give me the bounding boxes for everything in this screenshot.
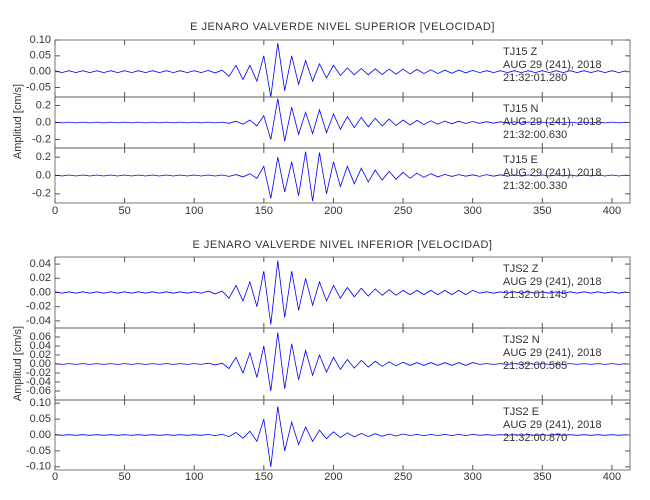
station-label: TJ15 E [503, 154, 538, 166]
time-label: 21:32:01.280 [503, 72, 567, 84]
date-label: AUG 29 (241), 2018 [503, 347, 601, 359]
y-tick-label: -0.06 [26, 385, 51, 397]
y-tick-label: -0.04 [26, 376, 51, 388]
y-tick-label: 0.00 [30, 358, 51, 370]
time-label: 21:32:01.145 [503, 289, 567, 301]
date-label: AUG 29 (241), 2018 [503, 276, 601, 288]
x-tick-label: 0 [52, 471, 58, 483]
y-tick-label: 0.00 [30, 66, 51, 78]
waveform [54, 260, 626, 325]
y-tick-label: -0.05 [26, 81, 51, 93]
waveform [54, 332, 626, 392]
x-tick-label: 400 [603, 471, 621, 483]
x-tick-label: 250 [394, 471, 412, 483]
y-tick-label: 0.05 [30, 413, 51, 425]
y-tick-label: 0.02 [30, 349, 51, 361]
y-tick-label: 0.10 [30, 397, 51, 409]
time-label: 21:32:00.870 [503, 432, 567, 444]
x-tick-label: 50 [118, 205, 130, 217]
y-tick-label: 0.0 [36, 169, 51, 181]
station-label: TJS2 N [503, 334, 540, 346]
y-tick-label: -0.05 [26, 445, 51, 457]
date-label: AUG 29 (241), 2018 [503, 116, 601, 128]
y-tick-label: 0.10 [30, 34, 51, 46]
waveform [54, 98, 626, 142]
y-tick-label: 0.04 [30, 340, 51, 352]
y-tick-label: -0.02 [26, 301, 51, 313]
x-tick-label: 50 [118, 471, 130, 483]
y-tick-label: -0.10 [26, 461, 51, 473]
waveform [54, 43, 626, 98]
y-tick-label: -0.04 [26, 315, 51, 327]
x-tick-label: 200 [324, 471, 342, 483]
x-tick-label: 300 [463, 471, 481, 483]
time-label: 21:32:00.630 [503, 129, 567, 141]
y-tick-label: 0.02 [30, 272, 51, 284]
time-label: 21:32:00.330 [503, 180, 567, 192]
y-tick-label: 0.05 [30, 50, 51, 62]
date-label: AUG 29 (241), 2018 [503, 59, 601, 71]
y-axis-label: Amplitud [cm/s] [12, 84, 24, 159]
station-label: TJ15 N [503, 103, 539, 115]
date-label: AUG 29 (241), 2018 [503, 419, 601, 431]
time-label: 21:32:00.565 [503, 360, 567, 372]
x-tick-label: 100 [185, 471, 203, 483]
y-tick-label: -0.02 [26, 367, 51, 379]
x-tick-label: 200 [324, 205, 342, 217]
y-tick-label: 0.00 [30, 429, 51, 441]
x-tick-label: 350 [533, 205, 551, 217]
y-tick-label: -0.2 [32, 188, 51, 200]
x-tick-label: 0 [52, 205, 58, 217]
date-label: AUG 29 (241), 2018 [503, 167, 601, 179]
y-tick-label: -0.2 [32, 133, 51, 145]
y-tick-label: 0.0 [36, 116, 51, 128]
x-tick-label: 100 [185, 205, 203, 217]
y-axis-label: Amplitud [cm/s] [12, 326, 24, 401]
station-label: TJ15 Z [503, 46, 538, 58]
x-tick-label: 150 [255, 471, 273, 483]
station-label: TJS2 Z [503, 263, 539, 275]
chart-title: E JENARO VALVERDE NIVEL INFERIOR [VELOCI… [193, 239, 493, 251]
y-tick-label: 0.00 [30, 286, 51, 298]
x-tick-label: 300 [463, 205, 481, 217]
station-label: TJS2 E [503, 406, 539, 418]
y-tick-label: 0.2 [36, 99, 51, 111]
waveform [54, 151, 626, 202]
x-tick-label: 250 [394, 205, 412, 217]
waveform [54, 406, 626, 467]
y-tick-label: 0.04 [30, 258, 51, 270]
x-tick-label: 150 [255, 205, 273, 217]
chart-title: E JENARO VALVERDE NIVEL SUPERIOR [VELOCI… [190, 21, 495, 33]
x-tick-label: 350 [533, 471, 551, 483]
y-tick-label: 0.06 [30, 331, 51, 343]
x-tick-label: 400 [603, 205, 621, 217]
y-tick-label: 0.2 [36, 151, 51, 163]
